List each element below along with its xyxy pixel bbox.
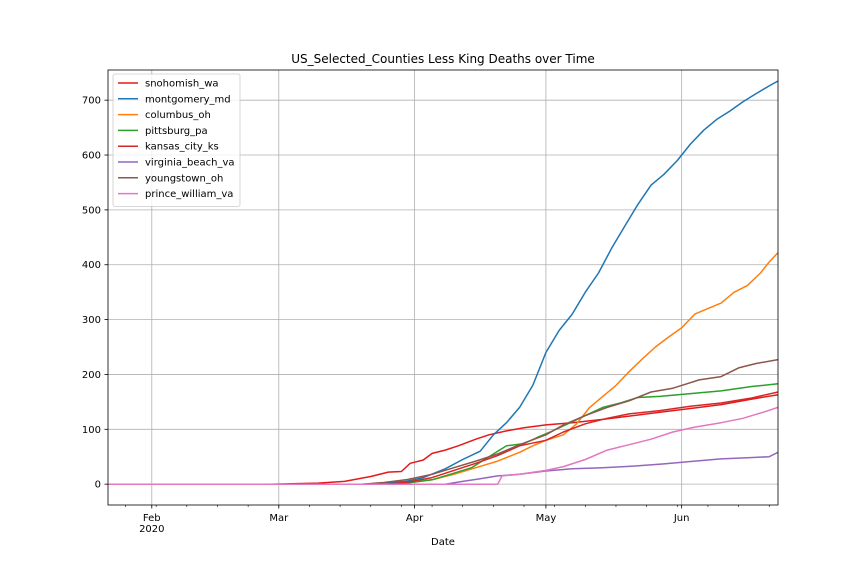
x-tick-label: Jun [673,513,690,524]
legend-entry: columbus_oh [145,110,211,121]
legend-entry: pittsburg_pa [145,126,208,137]
legend-box [112,73,241,207]
legend-entry: youngstown_oh [145,173,223,184]
y-tick-label: 400 [82,260,101,271]
series-line-youngstown_oh [108,358,779,485]
series-layer [108,80,779,485]
y-tick-label: 200 [82,370,101,381]
series-line-kansas_city_ks [108,391,779,485]
legend-entry: snohomish_wa [145,79,219,90]
x-tick-label: Feb [143,513,161,524]
x-tick-sublabel: 2020 [139,524,164,535]
legend: snohomish_wa montgomery_md columbus_ohpitt… [112,73,241,207]
series-line-columbus_oh [108,252,779,485]
y-tick-label: 300 [82,315,101,326]
legend-entry: kansas_city_ks [145,142,219,153]
x-tick-label: May [536,513,557,524]
y-axis: 0 100 200 300 400 500 600 700 [82,96,108,491]
x-tick-label: Apr [406,513,424,524]
x-axis-label: Date [431,537,455,548]
y-tick-label: 0 [95,480,101,491]
series-line-montgomery_md [108,80,779,485]
series-line-snohomish_wa [108,393,779,485]
x-tick-label: Mar [269,513,289,524]
legend-entry: prince_william_va [145,189,233,200]
series-line-virginia_beach_va [108,451,779,485]
legend-entry: virginia_beach_va [145,158,235,169]
y-tick-label: 700 [82,96,101,107]
series-line-prince_william_va [108,406,779,485]
y-tick-label: 100 [82,425,101,436]
legend-entry: montgomery_md [145,94,231,105]
chart-title: US_Selected_Counties Less King Deaths ov… [291,52,595,66]
axes-frame [107,69,779,506]
y-tick-label: 600 [82,151,101,162]
y-tick-label: 500 [82,205,101,216]
